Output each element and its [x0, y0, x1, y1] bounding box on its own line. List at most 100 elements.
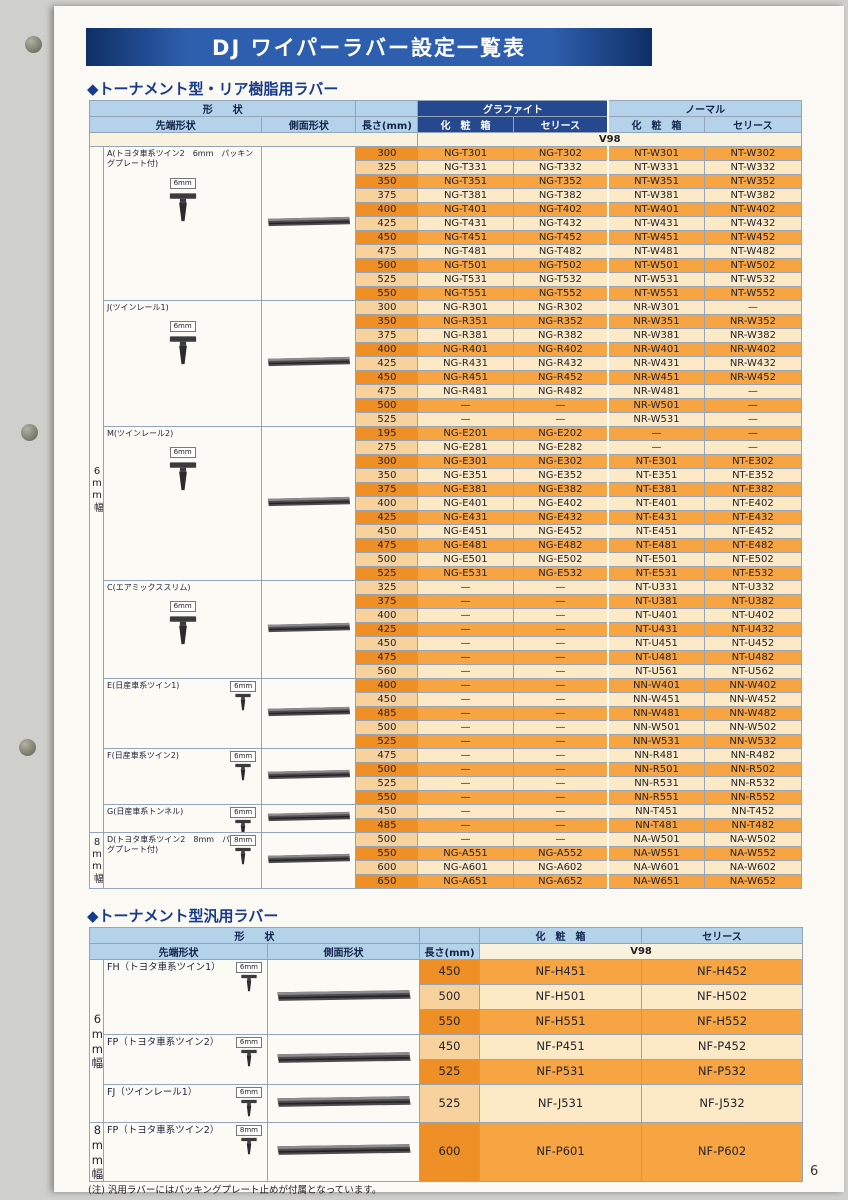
length-cell: 195	[355, 426, 419, 441]
table-row: 525 NG-T531 NG-T532 NT-W531 NT-W532	[90, 272, 803, 287]
part-number-cell: NN-T452	[703, 804, 803, 819]
page-title: DJ ワイパーラバー設定一覧表	[212, 36, 526, 60]
table2-header: 形 状 化 粧 箱 セリース 先端形状 側面形状 長さ(mm) V98	[88, 927, 804, 960]
part-number-cell: NG-T331	[417, 160, 514, 175]
rubber-tip-profile-icon	[235, 693, 251, 711]
length-cell: 475	[355, 650, 419, 665]
length-cell: 400	[355, 342, 419, 357]
length-cell: 525	[355, 272, 419, 287]
part-number-cell: —	[512, 608, 609, 623]
part-number-cell: NT-W502	[703, 258, 803, 273]
table-row: 475— — NT-U481 NT-U482	[90, 650, 803, 665]
part-number-cell: NN-R552	[703, 790, 803, 805]
header-normal-box: 化 粧 箱	[607, 116, 705, 133]
part-number-cell: NR-W401	[607, 342, 705, 357]
part-number-cell: NT-E432	[703, 510, 803, 525]
table-row: 6mm幅 FH（トヨタ車系ツイン1） 6mm 450 NF-H451 NF-H452	[89, 959, 804, 1123]
length-cell: 350	[355, 314, 419, 329]
side-shape-cell	[266, 1084, 421, 1123]
part-number-cell: —	[512, 762, 609, 777]
part-number-cell: —	[512, 580, 609, 595]
rubber-side-profile-icon	[267, 769, 350, 780]
header-side-shape: 側面形状	[266, 943, 421, 960]
table-row: 375 NG-T381 NG-T382 NT-W381 NT-W382	[90, 188, 803, 203]
part-number-cell: —	[417, 720, 514, 735]
side-shape-cell	[261, 300, 357, 427]
size-dimension-label: 6mm	[169, 177, 196, 189]
part-number-cell: —	[512, 622, 609, 637]
tip-type-label: D(トヨタ車系ツイン2 8mm パッキングプレート付)	[107, 835, 254, 855]
size-dimension-label: 6mm	[169, 601, 196, 613]
rubber-tip-profile-icon	[169, 462, 196, 491]
part-number-cell: —	[417, 804, 514, 819]
length-cell: 550	[419, 1009, 481, 1035]
table-row: 375 NG-E381 NG-E382 NT-E381 NT-E382	[90, 482, 803, 497]
part-number-cell: NG-E282	[512, 440, 609, 455]
part-number-cell: NG-E481	[417, 538, 514, 553]
part-number-cell: NG-R431	[417, 356, 514, 371]
length-cell: 450	[355, 230, 419, 245]
table-row: 450— — NT-U451 NT-U452	[90, 636, 803, 651]
rubber-tip-profile-icon	[241, 1099, 257, 1117]
part-number-cell: NT-W452	[703, 230, 803, 245]
part-number-cell: NT-E402	[703, 496, 803, 511]
part-number-cell: NT-U452	[703, 636, 803, 651]
part-number-cell: NT-U562	[703, 664, 803, 679]
width-band-label: 6mm幅	[89, 959, 104, 1123]
part-number-cell: —	[417, 748, 514, 763]
table-row: M(ツインレール2) 6mm 195 NG-E201 NG-E202— —	[90, 426, 803, 581]
side-shape-cell	[261, 832, 357, 889]
tip-shape-cell: F(日産車系ツイン2) 6mm	[103, 748, 263, 805]
part-number-cell: NN-R501	[607, 762, 705, 777]
part-number-cell: NG-T381	[417, 188, 514, 203]
part-number-cell: —	[417, 412, 514, 427]
part-number-cell: NG-R352	[512, 314, 609, 329]
part-number-cell: NR-W351	[607, 314, 705, 329]
part-number-cell: NR-W381	[607, 328, 705, 343]
length-cell: 475	[355, 538, 419, 553]
tip-figure: 6mm	[105, 601, 261, 648]
part-number-cell: —	[417, 580, 514, 595]
length-cell: 275	[355, 440, 419, 455]
length-cell: 525	[419, 1059, 481, 1085]
part-number-cell: NG-R432	[512, 356, 609, 371]
part-number-cell: NG-E381	[417, 482, 514, 497]
table-row: 6mm幅 A(トヨタ車系ツイン2 6mm パッキングプレート付) 6mm 300 NG-…	[88, 146, 803, 833]
header-series: セリース	[641, 927, 804, 944]
table-row: 650 NG-A651 NG-A652 NA-W651 NA-W652	[90, 874, 803, 889]
rubber-side-profile-icon	[267, 216, 350, 227]
part-number-cell: NA-W602	[703, 860, 803, 875]
tip-type-label: FP（トヨタ車系ツイン2）	[107, 1125, 220, 1136]
length-cell: 425	[355, 356, 419, 371]
part-number-cell: NF-H502	[641, 984, 804, 1010]
part-number-cell: NA-W501	[607, 832, 705, 847]
table-row: J(ツインレール1) 6mm 300 NG-R301 NG-R302 NR-W301—	[90, 300, 803, 427]
header-shape: 形 状	[88, 100, 357, 117]
length-cell: 600	[355, 860, 419, 875]
tip-type-label: M(ツインレール2)	[107, 429, 174, 438]
length-cell: 485	[355, 706, 419, 721]
tip-figure: 6mm	[105, 177, 261, 225]
part-number-cell: NT-U381	[607, 594, 705, 609]
part-number-cell: NT-U382	[703, 594, 803, 609]
part-number-cell: —	[703, 426, 803, 441]
part-number-cell: NG-T432	[512, 216, 609, 231]
part-number-cell: —	[512, 398, 609, 413]
part-number-cell: NF-P602	[641, 1122, 804, 1182]
part-number-cell: —	[417, 636, 514, 651]
part-number-cell: NG-R382	[512, 328, 609, 343]
rubber-side-profile-icon	[276, 1052, 411, 1063]
part-number-cell: NT-E501	[607, 552, 705, 567]
part-number-cell: NT-W501	[607, 258, 705, 273]
part-number-cell: —	[512, 678, 609, 693]
rubber-tip-profile-icon	[169, 336, 196, 365]
rear-resin-rubber-table: 形 状 グラファイト ノーマル 先端形状 側面形状 長さ(mm) 化 粧 箱 セ…	[88, 100, 803, 889]
part-number-cell: —	[417, 832, 514, 847]
part-number-cell: NG-T502	[512, 258, 609, 273]
part-number-cell: —	[703, 412, 803, 427]
rubber-side-profile-icon	[276, 989, 411, 1001]
table-row: 485— — NN-W481 NN-W482	[90, 706, 803, 721]
tip-type-label: FP（トヨタ車系ツイン2）	[107, 1037, 220, 1048]
part-number-cell: NA-W652	[703, 874, 803, 889]
part-number-cell: —	[417, 594, 514, 609]
